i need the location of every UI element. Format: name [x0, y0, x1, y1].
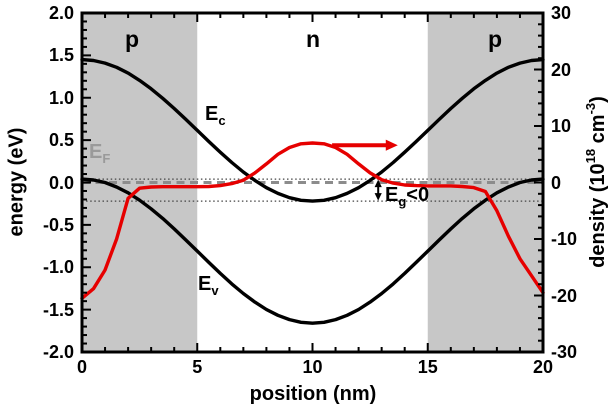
right-title-p0: density (10: [586, 163, 609, 268]
negative-gap-label: Eg<0: [385, 184, 429, 209]
left-axis-tick-label: 1.0: [48, 87, 74, 108]
right-axis-tick-label: -10: [551, 229, 578, 249]
left-axis-tick-label: -2.0: [42, 342, 74, 362]
right-title-sup2: -3: [583, 102, 599, 115]
x-axis-tick-label: 20: [532, 357, 554, 377]
right-axis-title: density (1018 cm-3): [583, 96, 610, 268]
fermi-level-label: EF: [89, 141, 110, 166]
ef-main: E: [89, 141, 103, 163]
right-axis-tick-label: 0: [551, 172, 562, 193]
curve-conduction-band-Ec: [80, 57, 545, 203]
curve-carrier-density: [80, 141, 545, 300]
ev-main: E: [198, 273, 212, 295]
left-axis-tick-label: 1.5: [48, 45, 74, 66]
left-axis-tick-label: -1.5: [42, 299, 74, 320]
density-axis-pointer-arrow: [332, 139, 398, 151]
valence-band-label: Ev: [198, 273, 219, 298]
negative-gap-arrow: [374, 179, 382, 201]
left-axis-tick-label: 0.5: [48, 130, 74, 151]
ev-sub: v: [211, 283, 219, 298]
ec-main: E: [205, 103, 219, 125]
x-axis-tick-label: 5: [192, 357, 203, 377]
region-label-p-right: p: [487, 26, 503, 52]
x-axis-tick-label: 15: [417, 357, 438, 377]
right-axis-tick-label: 20: [551, 59, 572, 80]
eg-sub: g: [398, 194, 407, 209]
eg-main: E: [385, 184, 399, 206]
right-title-p1: cm: [586, 114, 609, 149]
conduction-band-label: Ec: [205, 103, 226, 128]
right-axis-tick-label: 30: [551, 3, 572, 23]
ef-sub: F: [102, 151, 111, 166]
left-axis-tick-label: -1.0: [42, 257, 74, 278]
x-axis-tick-label: 0: [76, 357, 87, 377]
x-axis-title: position (nm): [249, 383, 377, 405]
left-axis-tick-label: 2.0: [48, 3, 74, 23]
ec-sub: c: [218, 113, 226, 128]
plot-frame: [80, 11, 545, 354]
x-axis-tick-label: 10: [302, 357, 323, 377]
left-axis-tick-label: -0.5: [42, 214, 74, 235]
left-axis-title: energy (eV): [5, 127, 28, 237]
eg-rest: <0: [406, 184, 430, 206]
left-axis-tick-label: 0.0: [48, 172, 74, 193]
right-title-sup1: 18: [583, 148, 599, 164]
right-axis-tick-label: 10: [551, 116, 572, 136]
right-title-p2: ): [586, 96, 609, 103]
region-label-p-left: p: [124, 26, 140, 52]
right-axis-tick-label: -20: [551, 285, 578, 306]
curve-valence-band-Ev: [80, 177, 545, 325]
right-axis-tick-label: -30: [551, 342, 578, 362]
region-label-n: n: [305, 26, 321, 52]
